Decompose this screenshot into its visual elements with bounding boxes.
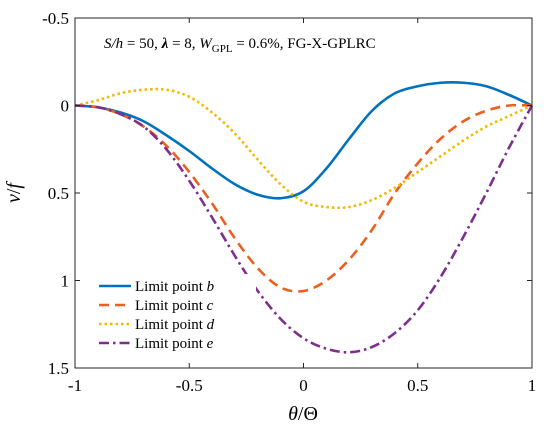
legend-label-letter: d <box>207 317 215 333</box>
annotation-weight-value: = 0.6%, FG-X-GPLRC <box>233 36 376 52</box>
annotation-lambda: λ <box>161 36 169 52</box>
legend-label-letter: c <box>207 298 214 314</box>
legend-label-e: Limit point e <box>135 336 214 352</box>
legend-label-text: Limit point <box>135 317 207 333</box>
annotation-weight: W <box>199 36 213 52</box>
x-tick-label: 1 <box>528 376 537 395</box>
legend-label-text: Limit point <box>135 298 207 314</box>
legend-label-d: Limit point d <box>135 317 215 333</box>
legend-label-c: Limit point c <box>135 298 214 314</box>
annotation-weight-subscript: GPL <box>212 43 233 55</box>
y-tick-label: 1 <box>61 272 70 291</box>
legend-label-letter: e <box>207 336 214 352</box>
x-axis-label: θ/Θ <box>288 403 318 425</box>
annotation-ratio: S/h <box>104 36 123 52</box>
x-axis-label-slash: / <box>298 403 304 425</box>
x-axis-label-theta: θ <box>288 403 298 425</box>
y-tick-label: 0.5 <box>48 184 69 203</box>
y-axis-label-slash: / <box>3 188 25 194</box>
y-tick-label: 0 <box>61 97 70 116</box>
y-axis-label-f: f <box>3 181 25 189</box>
tick-layer: -1 -0.5 0 0.5 1 -0.5 0 0.5 1 1.5 <box>42 9 536 395</box>
x-tick-label: -0.5 <box>176 376 203 395</box>
series-line-b <box>74 81 533 200</box>
y-axis-label-v: v <box>3 194 25 203</box>
series-line-c <box>74 103 533 293</box>
series-line-d <box>74 87 533 210</box>
annotation-lambda-value: = 8, <box>168 36 199 52</box>
chart-annotation: S/h = 50, λ = 8, WGPL = 0.6%, FG-X-GPLRC <box>104 36 376 55</box>
y-tick-label: -0.5 <box>42 9 69 28</box>
x-tick-label: 0.5 <box>407 376 428 395</box>
annotation-ratio-value: = 50, <box>123 36 161 52</box>
y-tick-label: 1.5 <box>48 359 69 378</box>
y-axis-label: v/f <box>3 181 25 203</box>
series-layer <box>74 81 534 354</box>
legend-label-text: Limit point <box>135 279 207 295</box>
x-axis-label-capital-theta: Θ <box>303 403 317 425</box>
x-tick-label: -1 <box>68 376 82 395</box>
legend-label-letter: b <box>207 279 215 295</box>
legend-label-b: Limit point b <box>135 279 215 295</box>
legend-label-text: Limit point <box>135 336 207 352</box>
x-tick-label: 0 <box>299 376 308 395</box>
